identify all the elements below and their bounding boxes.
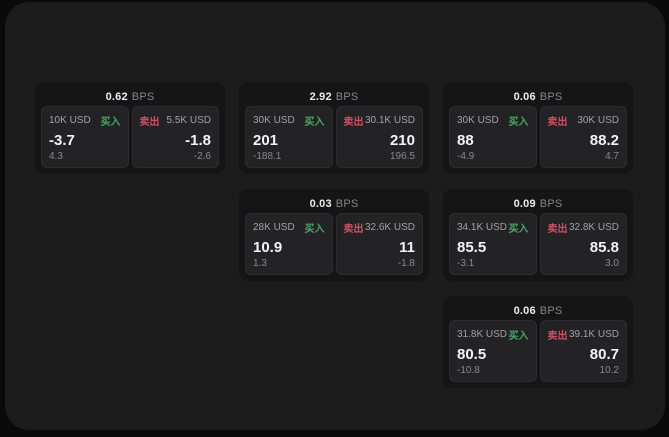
bps-unit-label: BPS xyxy=(539,304,563,317)
buy-price: -3.7 xyxy=(49,131,75,149)
buy-side-label: 买入 xyxy=(100,117,121,128)
bps-header: 2.92 BPS xyxy=(245,87,423,106)
sell-delta: 10.2 xyxy=(599,365,619,376)
sell-price: 210 xyxy=(389,131,415,149)
buy-side-label: 买入 xyxy=(304,117,325,128)
sell-size: 30.1K USD xyxy=(364,115,415,126)
bps-value: 0.62 xyxy=(105,90,128,103)
bps-unit-label: BPS xyxy=(131,90,155,103)
content-panel: 0.62 BPS 10K USD 买入 -3.7 4.3 卖出 5.5K USD… xyxy=(5,2,665,430)
buy-size: 31.8K USD xyxy=(457,329,508,340)
sell-quote-tile[interactable]: 卖出 32.6K USD 11 -1.8 xyxy=(335,213,423,275)
quote-card: 0.06 BPS 31.8K USD 买入 80.5 -10.8 卖出 39.1… xyxy=(443,296,633,388)
buy-delta: 4.3 xyxy=(49,151,63,162)
buy-price: 80.5 xyxy=(457,345,487,363)
sell-quote-tile[interactable]: 卖出 39.1K USD 80.7 10.2 xyxy=(539,320,627,382)
sell-size: 30K USD xyxy=(577,115,619,126)
buy-price: 201 xyxy=(253,131,279,149)
bps-header: 0.03 BPS xyxy=(245,194,423,213)
bps-header: 0.06 BPS xyxy=(449,87,627,106)
buy-side-label: 买入 xyxy=(508,117,529,128)
bps-unit-label: BPS xyxy=(335,197,359,210)
buy-quote-tile[interactable]: 28K USD 买入 10.9 1.3 xyxy=(245,213,333,275)
sell-quote-tile[interactable]: 卖出 32.8K USD 85.8 3.0 xyxy=(539,213,627,275)
bps-value: 2.92 xyxy=(309,90,332,103)
sell-quote-tile[interactable]: 卖出 30K USD 88.2 4.7 xyxy=(539,106,627,168)
sell-price: 85.8 xyxy=(589,238,619,256)
buy-side-label: 买入 xyxy=(508,331,529,342)
buy-size: 30K USD xyxy=(457,115,499,126)
sell-quote-tile[interactable]: 卖出 5.5K USD -1.8 -2.6 xyxy=(131,106,219,168)
buy-delta: -188.1 xyxy=(253,151,282,162)
buy-quote-tile[interactable]: 31.8K USD 买入 80.5 -10.8 xyxy=(449,320,537,382)
buy-price: 10.9 xyxy=(253,238,283,256)
bps-header: 0.62 BPS xyxy=(41,87,219,106)
bps-unit-label: BPS xyxy=(539,90,563,103)
quote-card: 0.62 BPS 10K USD 买入 -3.7 4.3 卖出 5.5K USD… xyxy=(35,82,225,174)
quote-card: 2.92 BPS 30K USD 买入 201 -188.1 卖出 30.1K … xyxy=(239,82,429,174)
buy-quote-tile[interactable]: 30K USD 买入 201 -188.1 xyxy=(245,106,333,168)
sell-side-label: 卖出 xyxy=(547,224,568,235)
sell-size: 32.8K USD xyxy=(568,222,619,233)
sell-side-label: 卖出 xyxy=(343,117,364,128)
bps-value: 0.06 xyxy=(513,90,536,103)
buy-quote-tile[interactable]: 30K USD 买入 88 -4.9 xyxy=(449,106,537,168)
sell-side-label: 卖出 xyxy=(343,224,364,235)
buy-price: 88 xyxy=(457,131,474,149)
sell-quote-tile[interactable]: 卖出 30.1K USD 210 196.5 xyxy=(335,106,423,168)
buy-delta: 1.3 xyxy=(253,258,267,269)
quote-card: 0.06 BPS 30K USD 买入 88 -4.9 卖出 30K USD 8… xyxy=(443,82,633,174)
buy-price: 85.5 xyxy=(457,238,487,256)
quote-card: 0.03 BPS 28K USD 买入 10.9 1.3 卖出 32.6K US… xyxy=(239,189,429,281)
buy-size: 34.1K USD xyxy=(457,222,508,233)
sell-delta: 196.5 xyxy=(389,151,415,162)
sell-delta: -2.6 xyxy=(193,151,211,162)
sell-price: 80.7 xyxy=(589,345,619,363)
buy-delta: -3.1 xyxy=(457,258,475,269)
sell-side-label: 卖出 xyxy=(139,117,160,128)
buy-delta: -10.8 xyxy=(457,365,480,376)
sell-price: 88.2 xyxy=(589,131,619,149)
sell-price: -1.8 xyxy=(185,131,211,149)
sell-delta: 4.7 xyxy=(605,151,619,162)
buy-quote-tile[interactable]: 34.1K USD 买入 85.5 -3.1 xyxy=(449,213,537,275)
sell-size: 5.5K USD xyxy=(166,115,211,126)
sell-delta: 3.0 xyxy=(605,258,619,269)
bps-value: 0.06 xyxy=(513,304,536,317)
buy-quote-tile[interactable]: 10K USD 买入 -3.7 4.3 xyxy=(41,106,129,168)
buy-delta: -4.9 xyxy=(457,151,475,162)
sell-delta: -1.8 xyxy=(397,258,415,269)
sell-price: 11 xyxy=(399,238,415,256)
sell-size: 39.1K USD xyxy=(568,329,619,340)
sell-side-label: 卖出 xyxy=(547,117,568,128)
buy-side-label: 买入 xyxy=(508,224,529,235)
bps-header: 0.06 BPS xyxy=(449,301,627,320)
bps-header: 0.09 BPS xyxy=(449,194,627,213)
bps-unit-label: BPS xyxy=(539,197,563,210)
bps-unit-label: BPS xyxy=(335,90,359,103)
buy-size: 10K USD xyxy=(49,115,91,126)
buy-size: 30K USD xyxy=(253,115,295,126)
sell-size: 32.6K USD xyxy=(364,222,415,233)
bps-value: 0.09 xyxy=(513,197,536,210)
buy-size: 28K USD xyxy=(253,222,295,233)
sell-side-label: 卖出 xyxy=(547,331,568,342)
bps-value: 0.03 xyxy=(309,197,332,210)
quote-card: 0.09 BPS 34.1K USD 买入 85.5 -3.1 卖出 32.8K… xyxy=(443,189,633,281)
buy-side-label: 买入 xyxy=(304,224,325,235)
